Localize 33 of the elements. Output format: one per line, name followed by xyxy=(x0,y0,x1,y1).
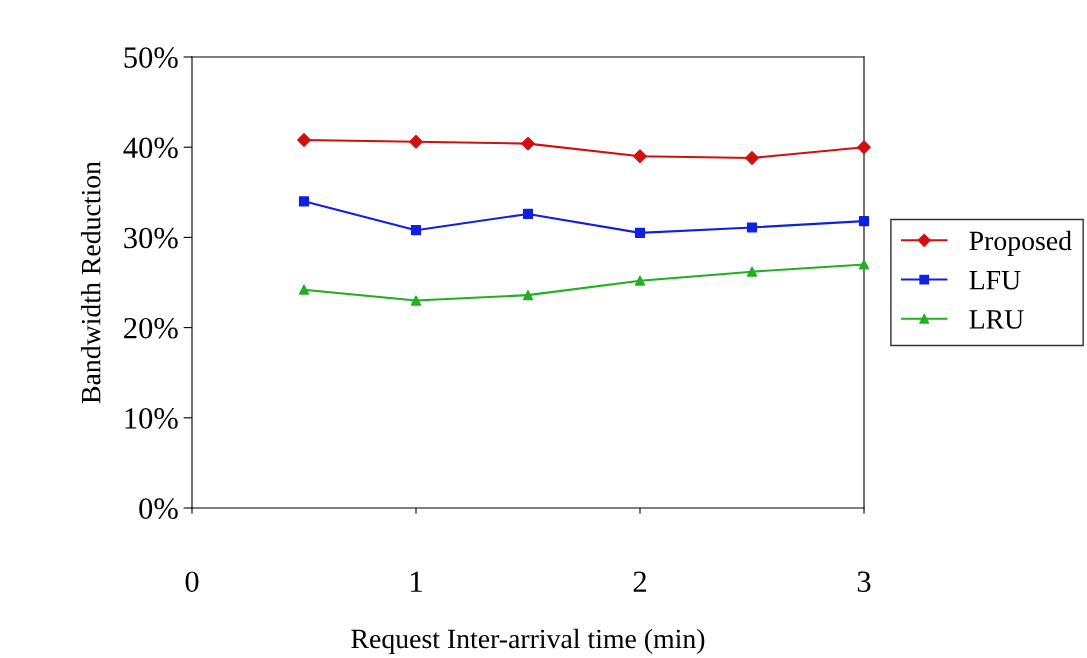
y-axis-title: Bandwidth Reduction xyxy=(80,161,101,404)
point xyxy=(522,208,534,220)
point xyxy=(522,290,534,301)
point xyxy=(521,136,535,151)
point xyxy=(409,134,423,149)
y-tick-label: 40% xyxy=(123,137,178,159)
y-tick-label: 0% xyxy=(139,498,178,519)
y-tick-label: 10% xyxy=(125,408,178,429)
legend-label: Proposed xyxy=(969,230,1072,256)
point xyxy=(297,133,311,147)
legend-label: LFU xyxy=(969,271,1021,290)
point xyxy=(746,266,758,277)
x-tick-label: 0 xyxy=(185,571,199,592)
point xyxy=(298,284,310,295)
point xyxy=(633,149,647,164)
point xyxy=(410,225,422,236)
x-tick-label: 1 xyxy=(411,571,422,592)
x-axis-title: Request Inter-arrival time (min) xyxy=(351,628,705,654)
point xyxy=(298,196,310,207)
point xyxy=(634,227,646,238)
x-tick-label: 3 xyxy=(857,571,871,592)
x-tick-label: 2 xyxy=(633,571,646,592)
point xyxy=(410,295,422,306)
point xyxy=(857,140,871,155)
point xyxy=(634,275,646,286)
point xyxy=(858,259,870,270)
point xyxy=(746,222,758,233)
y-tick-label: 30% xyxy=(124,227,178,249)
point xyxy=(858,216,870,227)
legend-label: LRU xyxy=(969,310,1024,329)
point xyxy=(745,151,759,165)
y-tick-label: 20% xyxy=(124,317,178,339)
y-tick-label: 50% xyxy=(124,47,178,68)
